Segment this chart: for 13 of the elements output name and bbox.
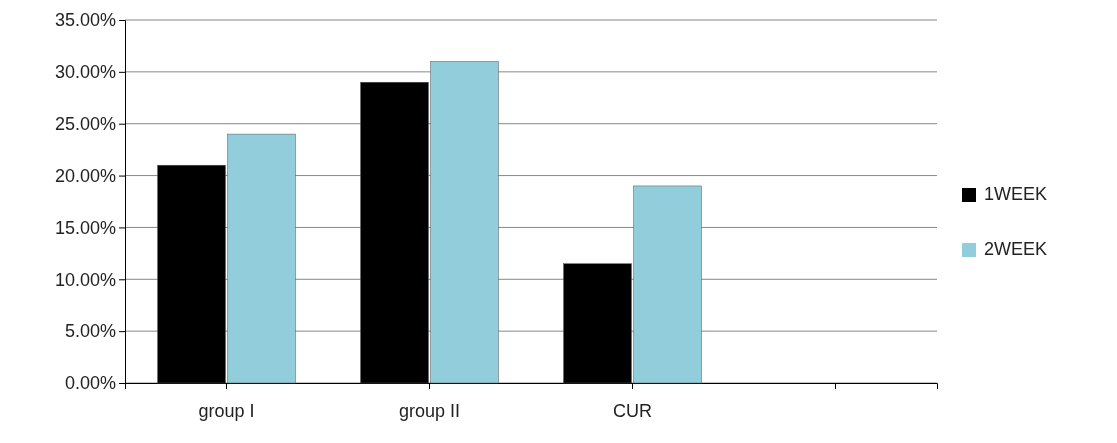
y-tick-label: 20.00% [54,165,116,186]
legend-label: 1WEEK [984,184,1048,204]
y-tick-label: 0.00% [64,373,116,394]
legend-label: 2WEEK [984,239,1048,259]
y-tick-label: 15.00% [54,217,116,238]
x-tick-label: group II [398,401,461,422]
x-tick-label: CUR [613,401,652,422]
x-tick-label: group I [198,401,255,422]
y-tick-label: 35.00% [54,10,116,31]
y-tick-label: 25.00% [54,113,116,134]
y-tick-label: 5.00% [64,321,116,342]
y-tick-label: 10.00% [54,269,116,290]
y-tick-label: 30.00% [54,62,116,83]
